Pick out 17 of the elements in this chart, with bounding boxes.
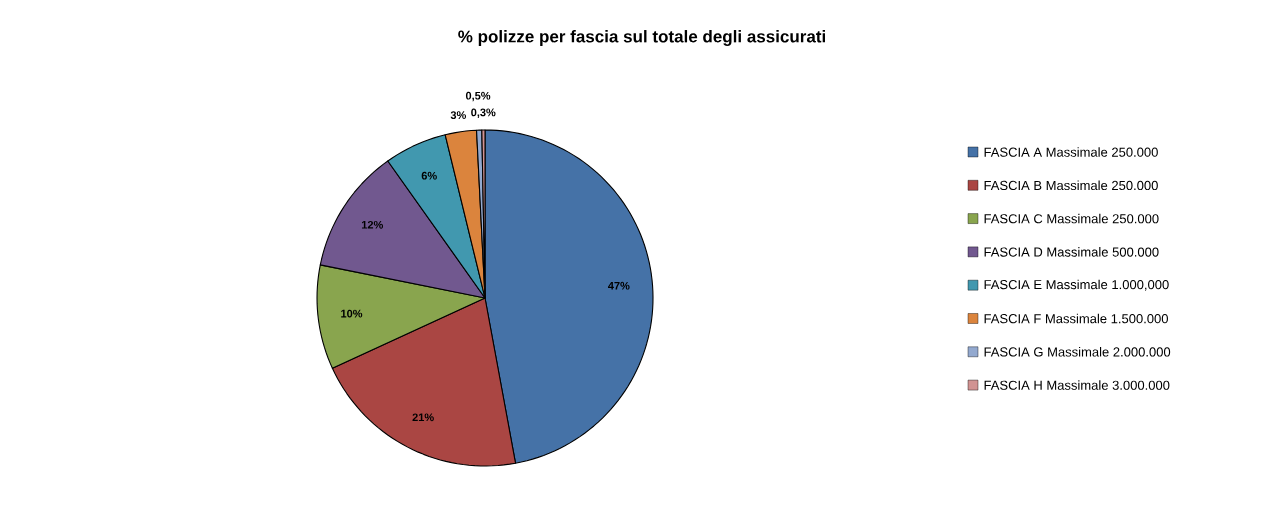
data-label: 12% <box>361 220 384 229</box>
chart-title: % polizze per fascia sul totale degli assicurati <box>458 30 825 46</box>
legend-label: FASCIA F Massimale 1.500.000 <box>984 313 1168 324</box>
legend-label: FASCIA H Massimale 3.000.000 <box>984 380 1170 390</box>
data-label: 0,5% <box>465 91 491 102</box>
data-label: 21% <box>412 413 434 422</box>
legend-label: FASCIA D Massimale 500.000 <box>984 247 1159 257</box>
legend-label: FASCIA C Massimale 250.000 <box>984 213 1159 224</box>
legend-label: FASCIA G Massimale 2.000.000 <box>984 347 1171 357</box>
data-label: 10% <box>341 309 363 318</box>
legend-label: FASCIA E Massimale 1.000,000 <box>984 279 1169 291</box>
data-label: 3% <box>450 111 466 120</box>
data-label: 6% <box>421 171 437 180</box>
data-label: 0,3% <box>471 108 496 118</box>
legend-label: FASCIA B Massimale 250.000 <box>984 180 1158 191</box>
legend-label: FASCIA A Massimale 250.000 <box>984 147 1158 157</box>
data-label: 47% <box>608 281 630 290</box>
